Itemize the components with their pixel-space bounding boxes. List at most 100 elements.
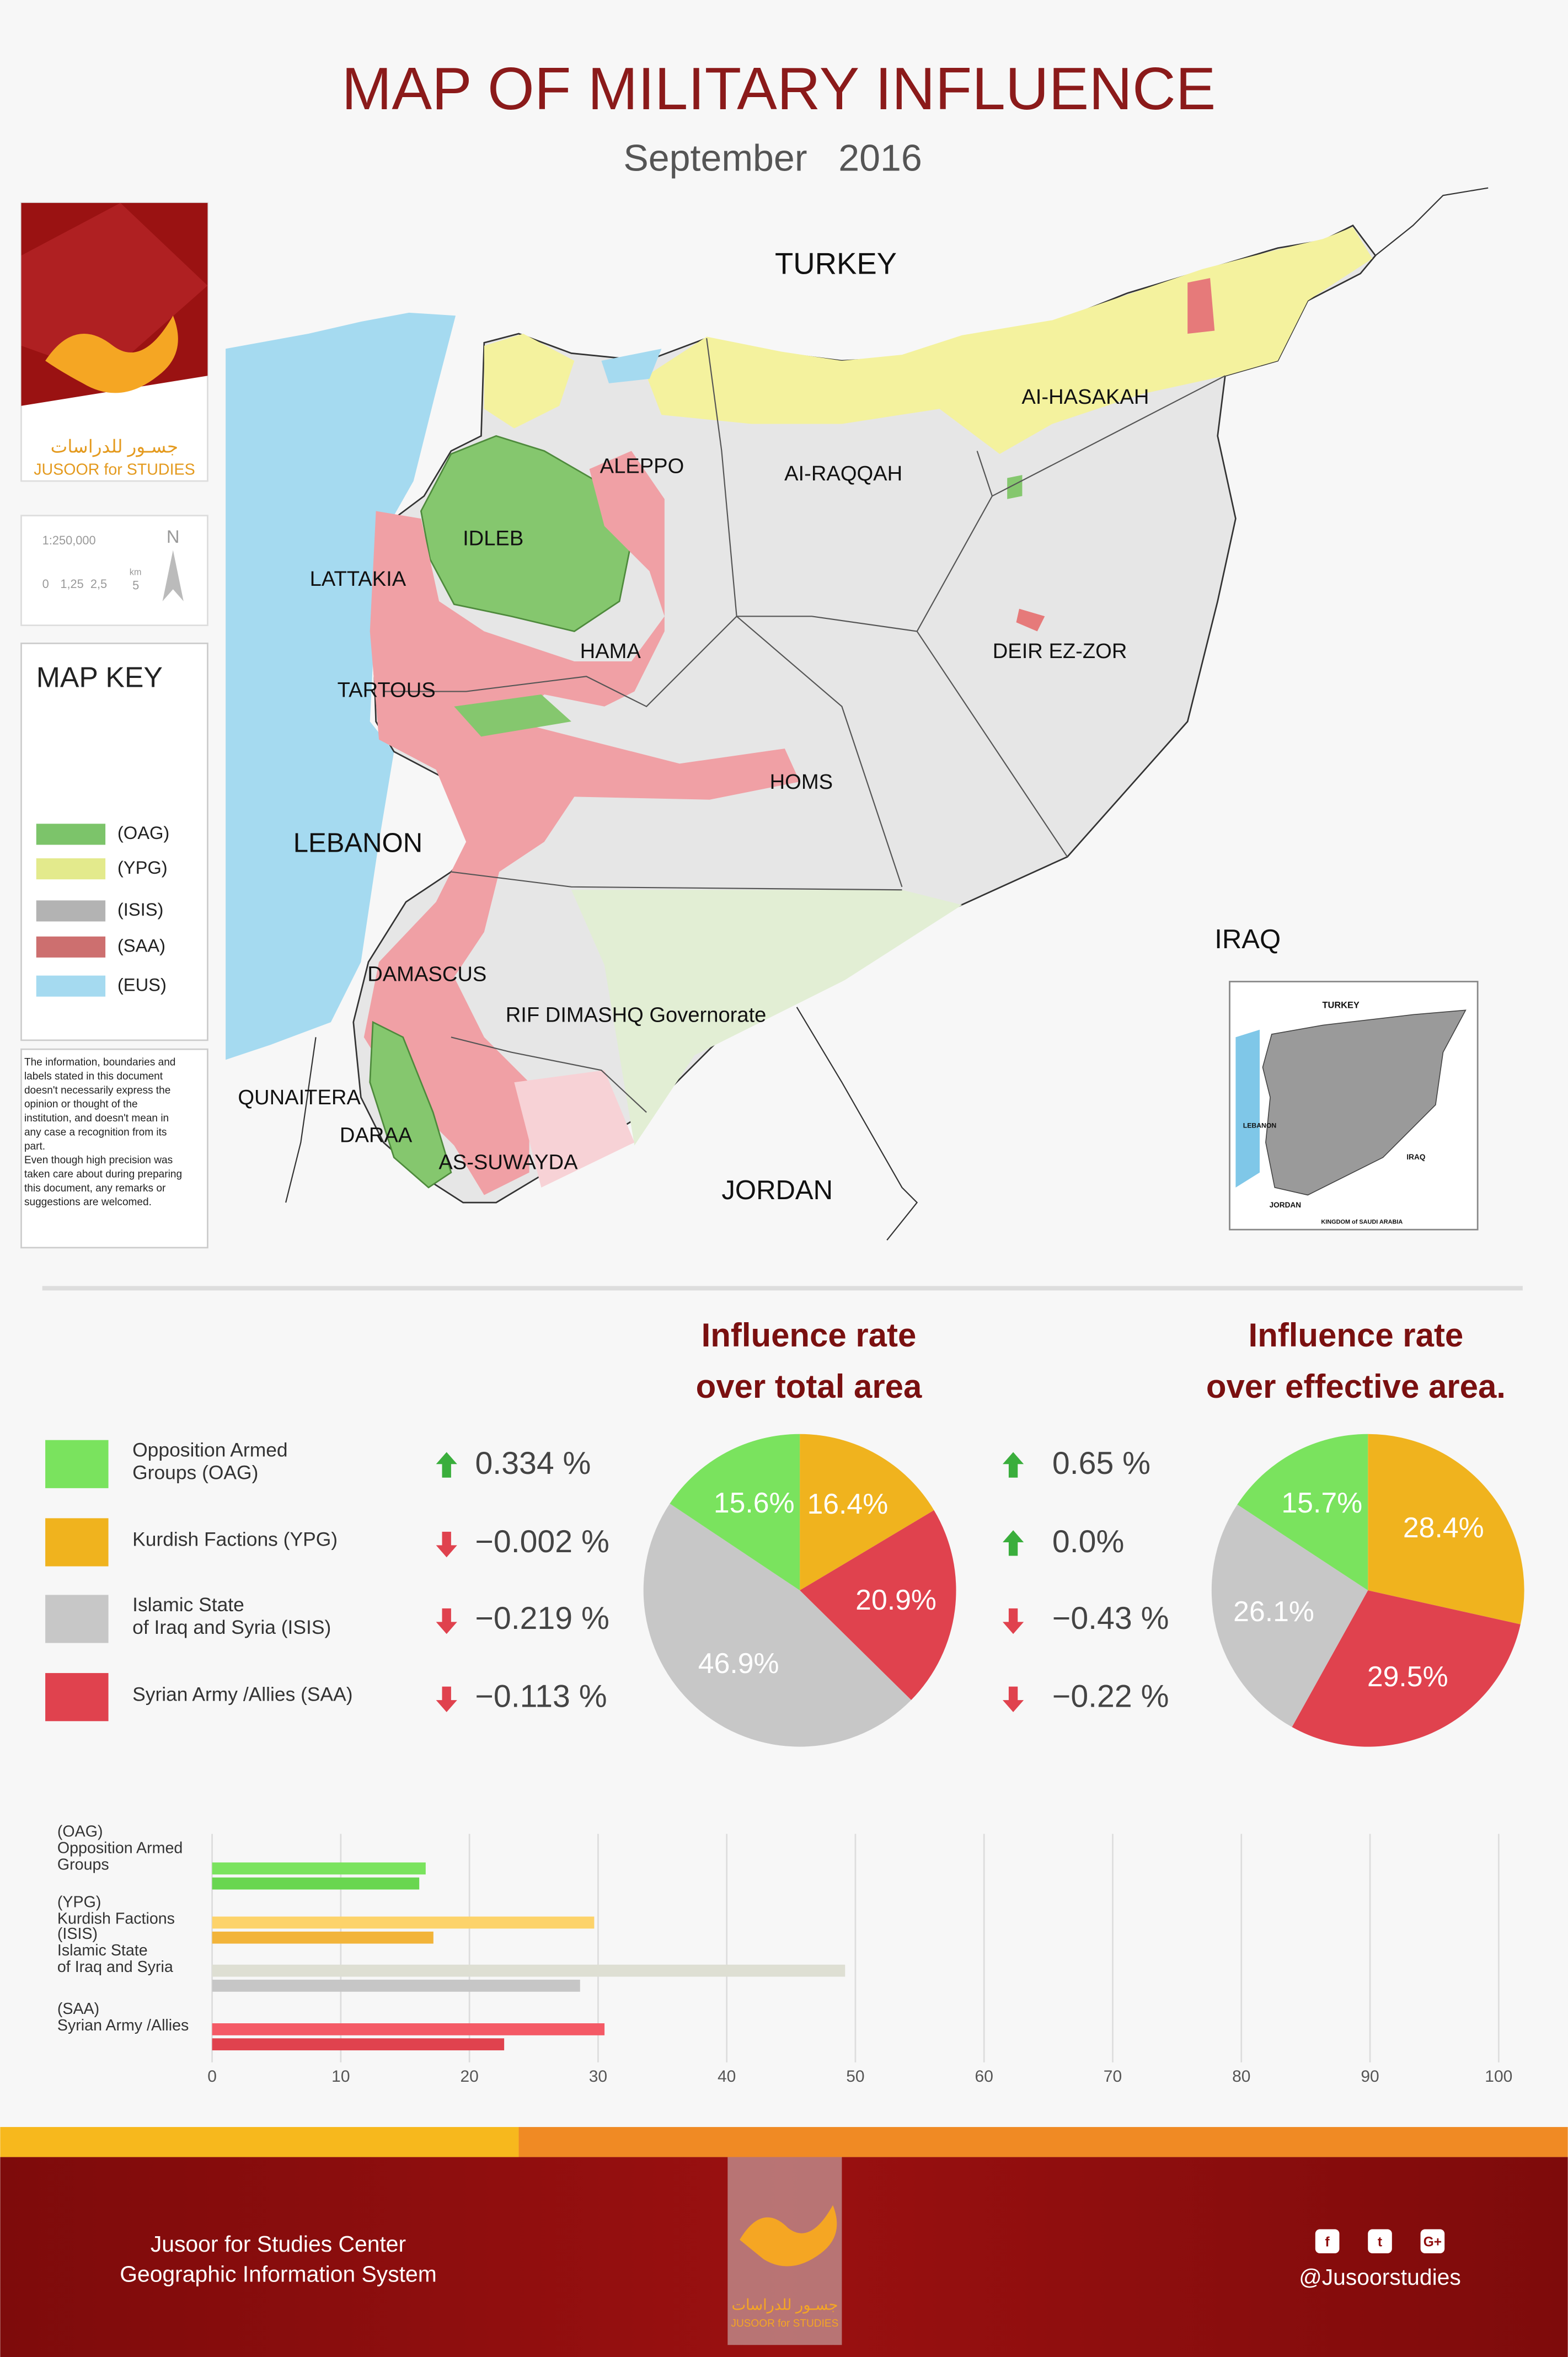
change-value: −0.22 %: [1052, 1679, 1169, 1714]
bar: [212, 1916, 595, 1929]
pie-slice: [670, 1434, 800, 1591]
arrow-up: [1003, 1452, 1024, 1478]
north: N: [167, 526, 180, 547]
pie-slice: [800, 1510, 956, 1701]
map-label: DARAA: [340, 1123, 413, 1147]
change-value: 0.0%: [1052, 1524, 1124, 1559]
pie-label: 28.4%: [1403, 1511, 1484, 1543]
map-label: IDLEB: [463, 526, 523, 550]
x-tick-label: 40: [718, 2067, 736, 2086]
scale-ratio: 1:250,000: [42, 533, 96, 547]
y-tick-label: (ISIS): [57, 1925, 98, 1943]
disclaimer-line: The information, boundaries and: [24, 1057, 175, 1068]
map-label: TARTOUS: [338, 678, 436, 702]
change-value: −0.002 %: [475, 1524, 609, 1559]
arrow-down: [1003, 1608, 1024, 1634]
bar: [212, 2023, 605, 2035]
map-key-swatch: [36, 936, 106, 958]
x-tick-label: 30: [589, 2067, 607, 2086]
y-tick-label: Opposition Armed: [57, 1839, 183, 1857]
map-key-swatch: [36, 975, 106, 997]
change-value: −0.113 %: [475, 1679, 607, 1714]
scale-box: 1:250,000 0 1,25 2,5 km 5 N: [20, 515, 208, 627]
legend-label: Groups (OAG): [132, 1461, 258, 1483]
logo: جسـور للدراسات JUSOOR for STUDIES: [20, 202, 208, 482]
footer-text: Geographic Information System: [120, 2262, 437, 2287]
change-value: −0.43 %: [1052, 1601, 1169, 1636]
arrow-down: [1003, 1686, 1024, 1712]
pie-label: 20.9%: [855, 1584, 936, 1616]
footer-band: [0, 2127, 519, 2157]
map-key-label: (YPG): [117, 857, 168, 878]
pie-slice: [1211, 1504, 1368, 1727]
inset-map: [1229, 981, 1479, 1231]
scale-unit: km: [130, 568, 142, 578]
map-key-label: (EUS): [117, 974, 167, 995]
x-tick-label: 80: [1232, 2067, 1250, 2086]
map-label: IRAQ: [1214, 924, 1281, 954]
legend-swatch: [45, 1440, 109, 1488]
pie-label: 15.7%: [1281, 1487, 1362, 1519]
title: MAP OF MILITARY INFLUENCE: [342, 55, 1216, 122]
x-tick-label: 50: [846, 2067, 864, 2086]
subtitle: September 2016: [623, 137, 922, 179]
y-tick-label: (SAA): [57, 2000, 99, 2018]
map: [226, 187, 1489, 1241]
inset-label: IRAQ: [1406, 1153, 1425, 1161]
y-tick-label: Groups: [57, 1856, 109, 1873]
bar: [212, 1964, 845, 1977]
inset-label: KINGDOM of SAUDI ARABIA: [1321, 1218, 1403, 1225]
map-key-swatch: [36, 900, 106, 922]
disclaimer-box: [20, 1048, 208, 1249]
legend-swatch: [45, 1595, 109, 1643]
social-icon-label: G+: [1423, 2235, 1442, 2249]
disclaimer-line: institution, and doesn't mean in: [24, 1113, 169, 1124]
legend-label: Syrian Army /Allies (SAA): [132, 1683, 352, 1705]
map-key-label: (ISIS): [117, 899, 164, 920]
x-tick-label: 10: [331, 2067, 350, 2086]
legend-label: Opposition Armed: [132, 1439, 287, 1461]
bar: [212, 1877, 420, 1890]
y-tick-label: Islamic State: [57, 1942, 148, 1959]
map-label: JORDAN: [721, 1175, 833, 1205]
pie-title: over total area: [696, 1368, 922, 1405]
x-tick-label: 100: [1485, 2067, 1512, 2086]
pie-slice: [643, 1503, 912, 1747]
social-icon-label: f: [1325, 2235, 1330, 2249]
map-label: RIF DIMASHQ Governorate: [506, 1003, 767, 1027]
map-label: DAMASCUS: [367, 963, 486, 986]
footer-logo-english: JUSOOR for STUDIES: [731, 2318, 838, 2329]
map-label: DEIR EZ-ZOR: [993, 639, 1127, 663]
disclaimer-line: opinion or thought of the: [24, 1099, 138, 1110]
map-label: HOMS: [770, 770, 833, 794]
bar: [212, 1931, 434, 1944]
map-key-label: (OAG): [117, 822, 169, 843]
scale-tick: 1,25: [60, 577, 83, 591]
arrow-down: [436, 1608, 457, 1634]
map-label: AI-RAQQAH: [784, 462, 902, 485]
x-tick-label: 20: [460, 2067, 478, 2086]
footer-handle: @Jusoorstudies: [1299, 2264, 1461, 2290]
y-tick-label: (OAG): [57, 1822, 103, 1840]
map-label: ALEPPO: [600, 455, 684, 478]
social-icon[interactable]: [1420, 2229, 1445, 2253]
y-tick-label: Syrian Army /Allies: [57, 2017, 189, 2034]
logo-arabic: جسـور للدراسات: [51, 436, 179, 458]
social-icon-label: t: [1378, 2235, 1382, 2249]
map-key-swatch: [36, 824, 106, 845]
disclaimer-line: any case a recognition from its: [24, 1126, 167, 1138]
legend-label: of Iraq and Syria (ISIS): [132, 1616, 331, 1638]
x-tick-label: 90: [1361, 2067, 1379, 2086]
inset-label: JORDAN: [1270, 1201, 1301, 1209]
pie-title: Influence rate: [1249, 1317, 1464, 1354]
social-icon[interactable]: [1315, 2229, 1340, 2253]
map-label: QUNAITERA: [238, 1086, 361, 1109]
change-value: −0.219 %: [475, 1601, 609, 1636]
pie-slice: [1368, 1434, 1524, 1624]
x-tick-label: 70: [1104, 2067, 1122, 2086]
change-value: 0.65 %: [1052, 1446, 1150, 1481]
inset-label: TURKEY: [1323, 1000, 1360, 1010]
social-icon[interactable]: [1368, 2229, 1392, 2253]
